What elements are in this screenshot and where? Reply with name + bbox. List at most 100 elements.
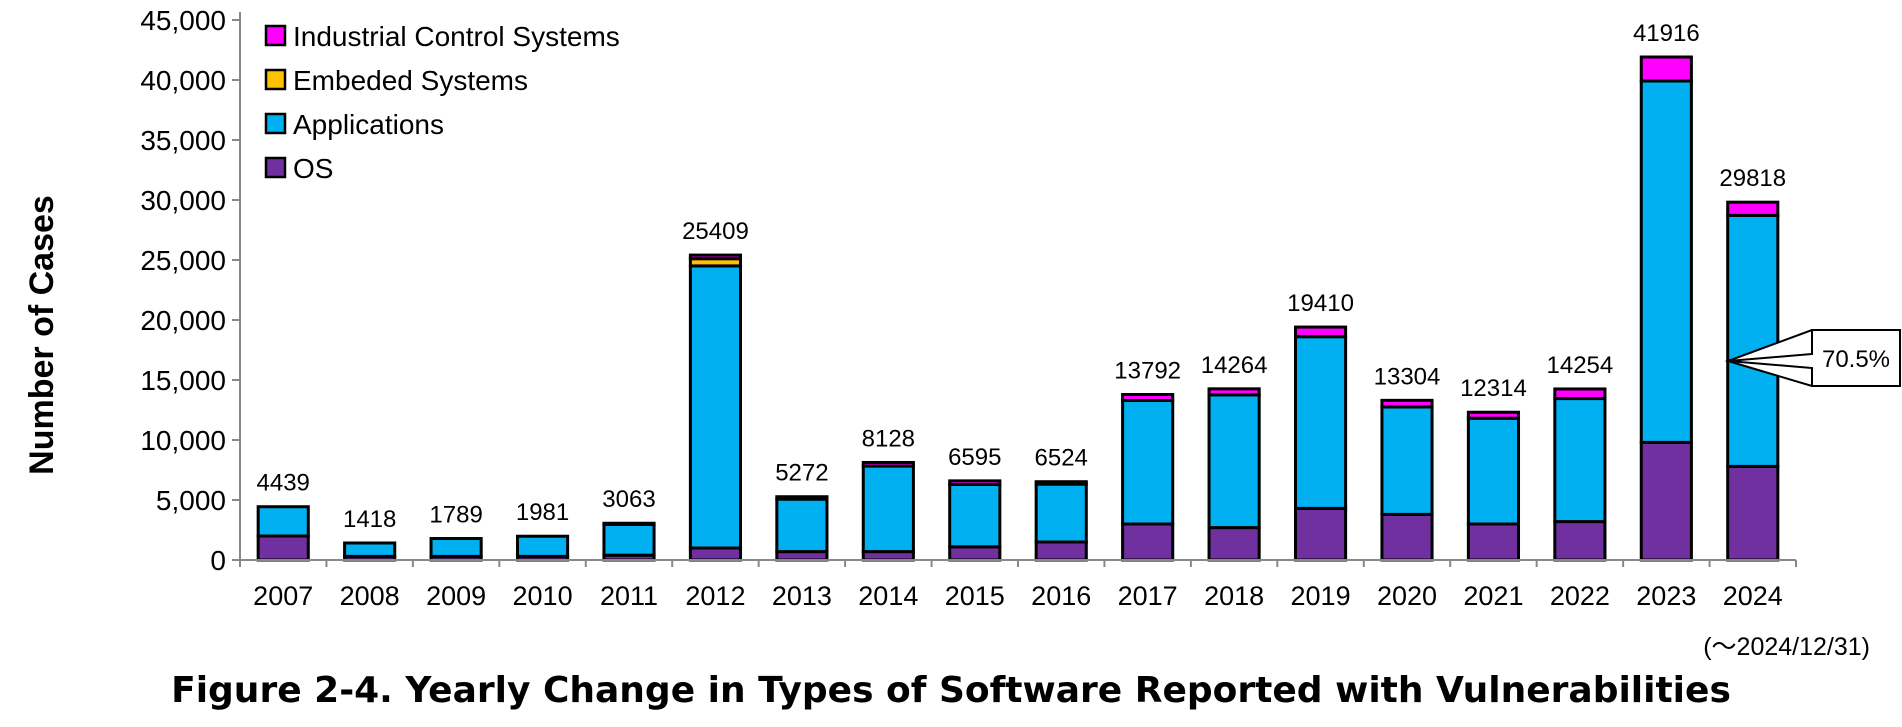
bar-os-2021 [1466, 522, 1521, 562]
legend-swatch-applications [264, 112, 287, 135]
total-label: 41916 [1633, 20, 1700, 47]
x-tick-label: 2007 [253, 581, 313, 611]
y-tick-label: 35,000 [140, 125, 226, 156]
bar-industrial-control-systems-2017 [1121, 392, 1175, 402]
figure-title: Figure 2-4. Yearly Change in Types of So… [171, 670, 1731, 711]
bar-os-2020 [1380, 512, 1434, 562]
x-tick-label: 2021 [1463, 581, 1523, 611]
y-tick-label: 10,000 [140, 425, 226, 456]
total-label: 4439 [257, 470, 310, 497]
x-tick-label: 2011 [600, 581, 658, 611]
bar-industrial-control-systems-2021 [1466, 410, 1521, 420]
bar-applications-2014 [861, 464, 915, 554]
total-label: 1789 [429, 502, 482, 529]
bar-os-2015 [948, 545, 1002, 562]
x-tick-label: 2019 [1291, 581, 1351, 611]
legend-label: Applications [293, 109, 444, 140]
bar-industrial-control-systems-2018 [1207, 387, 1261, 397]
total-label: 1981 [516, 499, 569, 526]
total-label: 6595 [948, 444, 1001, 471]
y-tick-label: 15,000 [140, 365, 226, 396]
bar-applications-2015 [948, 482, 1002, 549]
total-label: 12314 [1460, 375, 1527, 402]
y-tick-label: 5,000 [156, 485, 226, 516]
x-tick-label: 2010 [513, 581, 573, 611]
bar-applications-2017 [1121, 398, 1175, 526]
y-tick-label: 30,000 [140, 185, 226, 216]
total-label: 25409 [682, 218, 749, 245]
percentage-callout-text: 70.5% [1822, 346, 1890, 373]
y-tick-label: 20,000 [140, 305, 226, 336]
bar-industrial-control-systems-2015 [948, 479, 1002, 486]
bar-applications-2022 [1553, 397, 1607, 524]
bar-applications-2018 [1207, 393, 1261, 530]
y-axis-title: Number of Cases [23, 195, 61, 475]
bar-os-2017 [1121, 522, 1175, 562]
total-label: 14254 [1547, 352, 1614, 379]
total-label: 5272 [775, 460, 828, 487]
bar-industrial-control-systems-2016 [1034, 480, 1088, 486]
bar-industrial-control-systems-2022 [1553, 387, 1607, 401]
bar-os-2016 [1034, 540, 1088, 562]
total-label: 1418 [343, 506, 396, 533]
bar-applications-2013 [775, 497, 829, 554]
bar-applications-2012 [688, 264, 743, 550]
bar-industrial-control-systems-2023 [1639, 55, 1693, 83]
total-label: 19410 [1287, 290, 1354, 317]
bar-applications-2024 [1726, 213, 1780, 468]
x-tick-label: 2013 [772, 581, 832, 611]
legend-label: Industrial Control Systems [293, 21, 620, 52]
bar-industrial-control-systems-2013 [775, 495, 829, 501]
bar-applications-2007 [256, 505, 310, 538]
legend-swatch-os [264, 156, 287, 179]
total-label: 29818 [1719, 165, 1786, 192]
x-tick-label: 2024 [1723, 581, 1783, 611]
bar-applications-2021 [1466, 416, 1521, 526]
bar-applications-2010 [515, 534, 570, 558]
x-tick-label: 2018 [1204, 581, 1264, 611]
y-tick-label: 45,000 [140, 5, 226, 36]
bar-os-2007 [256, 534, 310, 562]
bar-os-2022 [1553, 520, 1607, 562]
y-tick-label: 0 [210, 545, 226, 576]
bar-os-2018 [1207, 526, 1261, 562]
total-label: 13792 [1114, 357, 1181, 384]
total-label: 13304 [1374, 363, 1441, 390]
x-tick-label: 2008 [340, 581, 400, 611]
x-tick-label: 2009 [426, 581, 486, 611]
total-label: 8128 [862, 425, 915, 452]
y-tick-label: 25,000 [140, 245, 226, 276]
bar-applications-2020 [1380, 405, 1434, 516]
x-tick-label: 2014 [858, 581, 918, 611]
bar-applications-2016 [1034, 482, 1088, 544]
bar-industrial-control-systems-2020 [1380, 398, 1434, 409]
legend-label: OS [293, 153, 333, 184]
bar-os-2012 [688, 546, 743, 562]
x-tick-label: 2012 [685, 581, 745, 611]
bar-applications-2008 [343, 541, 397, 558]
x-tick-label: 2020 [1377, 581, 1437, 611]
x-tick-label: 2017 [1118, 581, 1178, 611]
percentage-callout: 70.5% [1724, 329, 1901, 387]
legend-swatch-industrial-control-systems [264, 24, 287, 47]
x-tick-label: 2022 [1550, 581, 1610, 611]
total-label: 3063 [602, 486, 655, 513]
bar-applications-2023 [1639, 79, 1693, 444]
bar-os-2019 [1293, 506, 1348, 562]
legend-label: Embeded Systems [293, 65, 528, 96]
bar-industrial-control-systems-2024 [1726, 200, 1780, 217]
x-tick-label: 2015 [945, 581, 1005, 611]
bar-industrial-control-systems-2019 [1293, 325, 1348, 339]
bar-industrial-control-systems-2014 [861, 460, 915, 468]
total-label: 14264 [1201, 352, 1268, 379]
y-tick-label: 40,000 [140, 65, 226, 96]
bar-applications-2011 [602, 522, 656, 557]
x-tick-label: 2016 [1031, 581, 1091, 611]
bar-os-2024 [1726, 464, 1780, 562]
total-label: 6524 [1035, 445, 1088, 472]
bar-industrial-control-systems-2012 [688, 253, 743, 261]
legend-swatch-embeded-systems [264, 68, 287, 91]
x-tick-label: 2023 [1636, 581, 1696, 611]
bar-industrial-control-systems-2011 [602, 521, 656, 526]
